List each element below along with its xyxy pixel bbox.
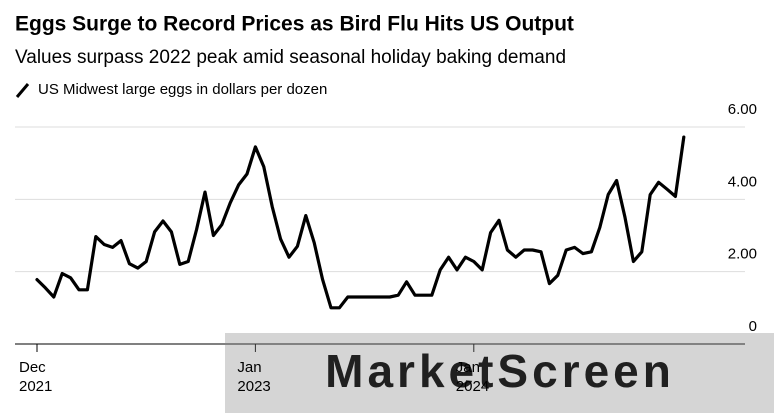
x-tick-label: Jan 2023 xyxy=(237,359,271,395)
y-tick-label: 2.00 xyxy=(728,246,757,263)
legend-swatch xyxy=(15,83,30,98)
chart-subtitle: Values surpass 2022 peak amid seasonal h… xyxy=(15,47,566,68)
y-tick-label: 0 xyxy=(749,318,757,335)
y-tick-label: 4.00 xyxy=(728,173,757,190)
chart-title: Eggs Surge to Record Prices as Bird Flu … xyxy=(15,13,574,36)
x-tick-label: Dec 2021 xyxy=(19,359,53,395)
y-tick-label: 6.00 xyxy=(728,101,757,118)
watermark: MarketScreen xyxy=(325,345,675,397)
legend-label: US Midwest large eggs in dollars per doz… xyxy=(38,81,327,98)
watermark-box xyxy=(225,333,774,413)
x-tick-label: Jan 2024 xyxy=(455,359,490,395)
series-line xyxy=(35,135,686,310)
